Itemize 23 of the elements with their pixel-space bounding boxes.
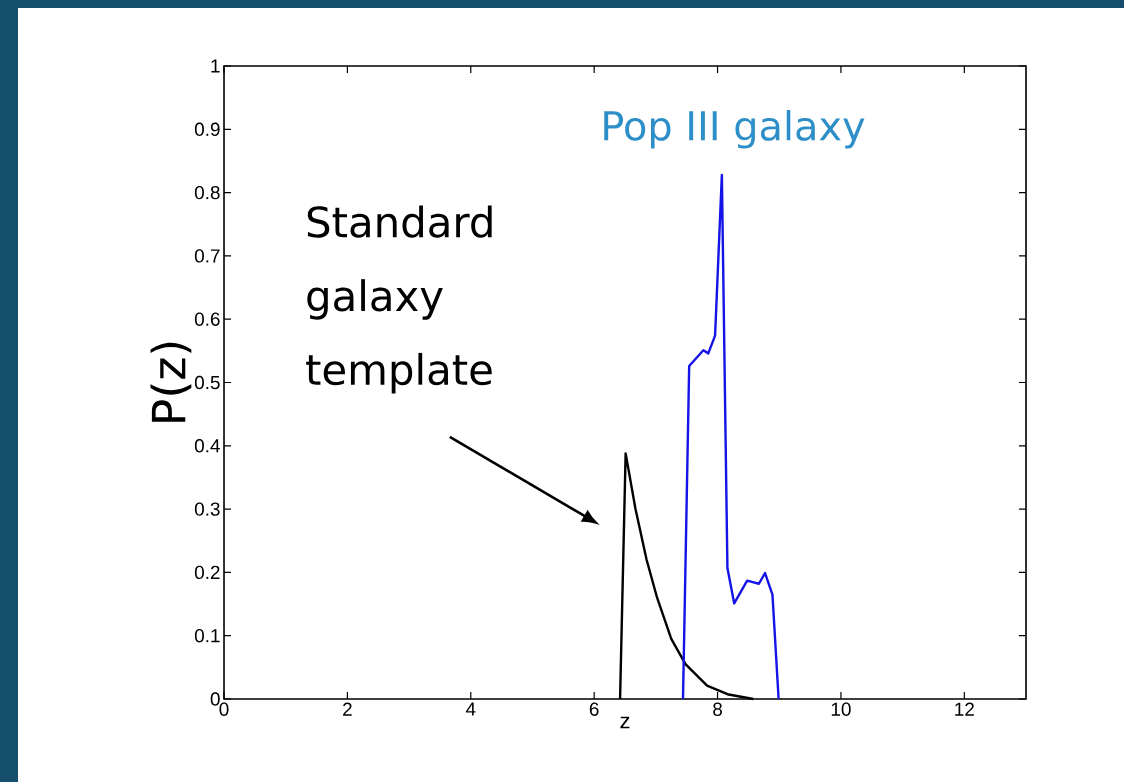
- x-tick-label: 6: [589, 702, 599, 716]
- x-tick-label: 0: [219, 702, 229, 716]
- y-tick-label: 0.8: [194, 185, 220, 200]
- x-tick-label: 2: [343, 702, 352, 716]
- y-tick-label: 0.5: [194, 375, 220, 390]
- y-axis-title: P(z): [150, 342, 192, 422]
- y-tick-label: 1: [211, 59, 220, 73]
- line-series: [681, 173, 780, 701]
- x-axis-title: z: [620, 716, 630, 729]
- series-label: Pop III galaxy: [604, 110, 865, 149]
- x-tick-label: 10: [831, 702, 851, 716]
- y-tick-label: 0.3: [194, 502, 220, 516]
- y-tick-label: 0.1: [194, 628, 220, 643]
- y-tick-label: 0.4: [194, 439, 220, 453]
- x-tick-label: 4: [465, 702, 476, 716]
- x-tick-label: 12: [955, 702, 974, 716]
- legend-label: Standard galaxy template: [306, 205, 492, 394]
- y-tick-label: 0.9: [194, 122, 220, 136]
- y-tick-label: 0.7: [194, 249, 220, 263]
- y-tick-label: 0: [210, 692, 220, 706]
- y-tick-label: 0.6: [194, 312, 220, 326]
- x-tick-label: 8: [713, 702, 722, 716]
- y-tick-label: 0.2: [194, 565, 220, 580]
